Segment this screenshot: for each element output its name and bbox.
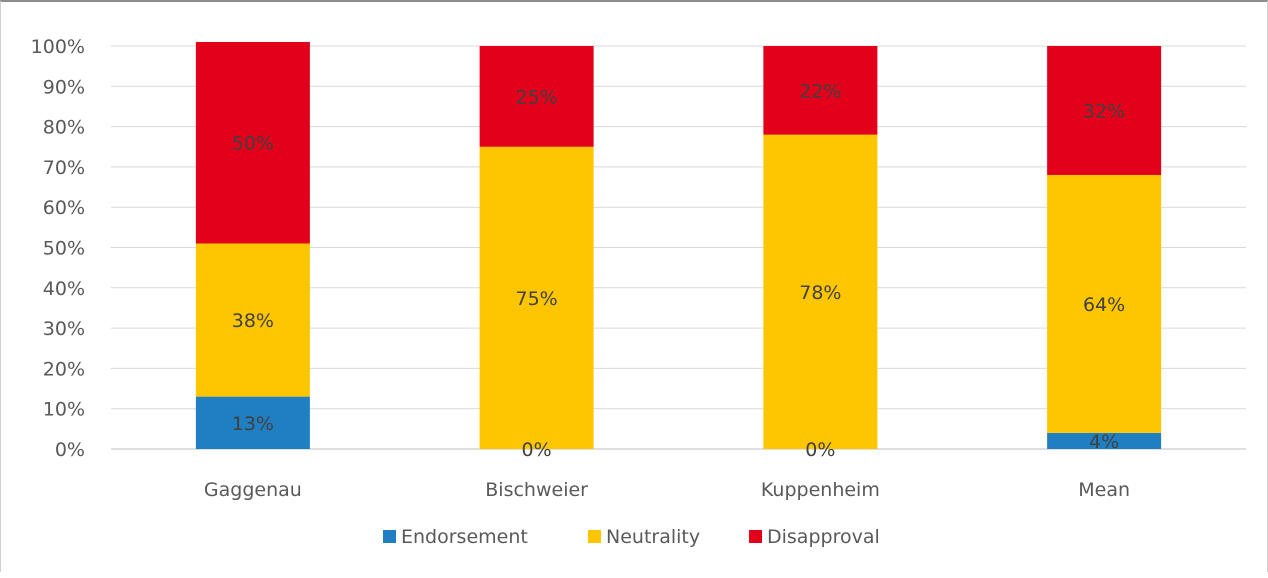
bar-disapproval-gaggenau [195,41,310,244]
y-tick-label: 0% [55,439,85,461]
y-tick-label: 20% [43,358,85,380]
y-tick-label: 10% [43,399,85,421]
x-tick-label: Mean [1078,479,1130,501]
bar-neutrality-gaggenau [195,243,310,397]
bar-neutrality-bischweier [479,146,594,449]
bar-disapproval-mean [1047,46,1162,175]
x-axis-tick-labels: Gaggenau Bischweier Kuppenheim Mean [204,479,1130,501]
y-tick-label: 90% [43,76,85,98]
x-tick-label: Bischweier [485,479,588,501]
bar-neutrality-kuppenheim [763,134,878,449]
data-label: 25% [516,86,558,108]
data-label: 22% [799,80,841,102]
y-tick-label: 60% [43,197,85,219]
y-axis-tick-labels: 0% 10% 20% 30% 40% 50% 60% 70% 80% 90% 100% [31,36,85,461]
y-tick-label: 70% [43,157,85,179]
legend-swatch-neutrality [588,530,601,543]
legend: Endorsement Neutrality Disapproval [383,526,880,548]
data-label: 32% [1083,100,1125,122]
data-label: 13% [232,413,274,435]
bar-endorsement-gaggenau [195,396,310,449]
data-label: 78% [799,282,841,304]
legend-swatch-disapproval [749,530,762,543]
bars [195,41,1162,449]
data-label: 50% [232,133,274,155]
y-tick-label: 30% [43,318,85,340]
bar-endorsement-mean [1047,432,1162,449]
legend-label-neutrality: Neutrality [606,526,700,548]
legend-label-endorsement: Endorsement [401,526,528,548]
data-labels: 13% 38% 50% 0% 75% 25% 0% 78% 22% 4% 64% 32% [232,80,1125,461]
y-tick-label: 40% [43,278,85,300]
x-tick-label: Kuppenheim [761,479,880,501]
bar-disapproval-bischweier [479,46,594,147]
legend-label-disapproval: Disapproval [767,526,880,548]
data-label: 38% [232,310,274,332]
data-label: 0% [805,439,835,461]
x-tick-label: Gaggenau [204,479,302,501]
y-tick-label: 100% [31,36,85,58]
bar-disapproval-kuppenheim [763,46,878,135]
legend-swatch-endorsement [383,530,396,543]
y-tick-label: 80% [43,117,85,139]
data-label: 64% [1083,294,1125,316]
data-label: 75% [516,288,558,310]
y-tick-label: 50% [43,238,85,260]
data-label: 4% [1089,431,1119,453]
bar-neutrality-mean [1047,174,1162,433]
data-label: 0% [522,439,552,461]
